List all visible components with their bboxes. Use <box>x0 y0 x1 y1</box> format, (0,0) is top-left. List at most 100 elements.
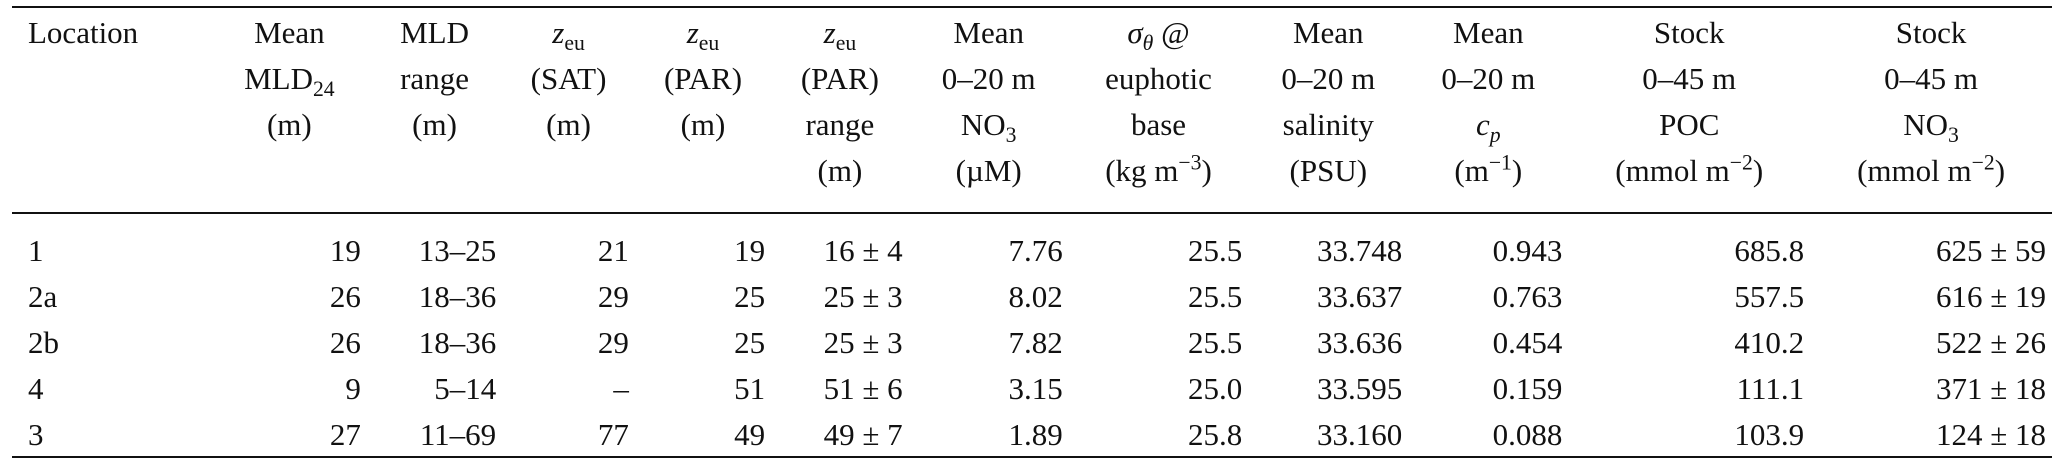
header-line: (mmol m−2) <box>1615 150 1764 188</box>
header-line: Mean <box>1453 15 1524 50</box>
cell-zeu-par: 25 <box>734 279 766 314</box>
header-line: zeu <box>686 15 720 56</box>
header-line: MLD <box>400 15 469 50</box>
cell-mean-salinity: 33.595 <box>1317 371 1403 406</box>
header-line: 0–20 m <box>1281 61 1376 96</box>
cell-zeu-sat: 29 <box>597 279 629 314</box>
cell-mean-mld24: 27 <box>329 417 361 452</box>
cell-location: 3 <box>28 417 44 452</box>
cell-mld-range: 18–36 <box>418 325 497 360</box>
cell-stock-no3: 522 ± 26 <box>1935 325 2046 360</box>
cell-sigma-theta: 25.5 <box>1188 325 1243 360</box>
cell-mean-mld24: 9 <box>345 371 361 406</box>
header-line: Location <box>28 15 139 50</box>
cell-mean-no3: 1.89 <box>1008 417 1063 452</box>
header-line: (m) <box>817 153 863 188</box>
header-zeu-sat: zeu (SAT) (m) <box>502 10 635 214</box>
table-row: 2b 26 18–36 29 25 25 ± 3 7.82 25.5 33.63… <box>12 320 2052 366</box>
header-mld-range: MLD range (m) <box>366 10 503 214</box>
cell-mld-range: 18–36 <box>418 279 497 314</box>
header-line: (m) <box>412 107 457 142</box>
cell-mean-salinity: 33.637 <box>1317 279 1403 314</box>
header-location: Location <box>12 10 212 214</box>
cell-stock-poc: 410.2 <box>1734 325 1805 360</box>
header-line: (m−1) <box>1454 150 1523 188</box>
header-line: (SAT) <box>530 61 607 96</box>
header-line: 0–45 m <box>1884 61 1978 96</box>
cell-location: 2b <box>28 325 59 360</box>
header-line: euphotic <box>1105 61 1212 96</box>
cell-zeu-sat: – <box>613 371 629 406</box>
header-line: (kg m−3) <box>1105 150 1212 188</box>
header-mean-cp: Mean 0–20 m cp (m−1) <box>1408 10 1569 214</box>
header-line: (PAR) <box>663 61 743 96</box>
header-stock-poc: Stock 0–45 m POC (mmol m−2) <box>1568 10 1811 214</box>
header-line: Mean <box>254 15 325 50</box>
header-line: zeu <box>823 15 857 56</box>
cell-zeu-par: 25 <box>734 325 766 360</box>
cell-zeu-par-range: 16 ± 4 <box>823 233 903 268</box>
cell-sigma-theta: 25.8 <box>1188 417 1243 452</box>
table-row: 2a 26 18–36 29 25 25 ± 3 8.02 25.5 33.63… <box>12 274 2052 320</box>
header-line: POC <box>1659 107 1720 142</box>
cell-mean-no3: 8.02 <box>1008 279 1063 314</box>
header-zeu-par: zeu (PAR) (m) <box>634 10 772 214</box>
cell-zeu-sat: 21 <box>597 233 629 268</box>
cell-stock-poc: 103.9 <box>1734 417 1805 452</box>
table-header: Location Mean MLD24 (m) MLD range (m) ze… <box>12 10 2052 214</box>
header-line: range <box>805 107 875 142</box>
cell-zeu-par-range: 25 ± 3 <box>823 325 903 360</box>
header-line: 0–20 m <box>941 61 1036 96</box>
header-line: Stock <box>1895 15 1967 50</box>
header-line: Mean <box>953 15 1024 50</box>
cell-mean-mld24: 19 <box>329 233 361 268</box>
cell-mean-salinity: 33.636 <box>1317 325 1403 360</box>
header-line: cp <box>1476 107 1501 148</box>
cell-sigma-theta: 25.0 <box>1188 371 1243 406</box>
header-line: (µM) <box>955 153 1022 188</box>
cell-zeu-sat: 77 <box>597 417 629 452</box>
header-line: σθ @ <box>1127 15 1190 56</box>
cell-zeu-par-range: 51 ± 6 <box>823 371 903 406</box>
cell-mean-no3: 7.76 <box>1008 233 1063 268</box>
cell-sigma-theta: 25.5 <box>1188 279 1243 314</box>
cell-zeu-par-range: 49 ± 7 <box>823 417 903 452</box>
header-line: (m) <box>546 107 591 142</box>
header-line: NO3 <box>1903 107 1959 148</box>
cell-mld-range: 13–25 <box>418 233 497 268</box>
header-line: 0–45 m <box>1642 61 1737 96</box>
header-line: (PAR) <box>800 61 879 96</box>
header-mean-no3: Mean 0–20 m NO3 (µM) <box>908 10 1069 214</box>
header-mean-mld24: Mean MLD24 (m) <box>211 10 367 214</box>
header-line: (m) <box>680 107 726 142</box>
header-line: base <box>1130 107 1187 142</box>
cell-stock-no3: 124 ± 18 <box>1935 417 2046 452</box>
table-row: 1 19 13–25 21 19 16 ± 4 7.76 25.5 33.748… <box>12 213 2052 274</box>
cell-mld-range: 5–14 <box>434 371 497 406</box>
header-line: NO3 <box>960 107 1017 148</box>
cell-mean-mld24: 26 <box>329 325 361 360</box>
cell-location: 2a <box>28 279 58 314</box>
header-line: Stock <box>1653 15 1725 50</box>
cell-stock-poc: 557.5 <box>1734 279 1805 314</box>
header-line: range <box>400 61 469 96</box>
table-row: 4 9 5–14 – 51 51 ± 6 3.15 25.0 33.595 0.… <box>12 366 2052 412</box>
header-line: Mean <box>1292 15 1364 50</box>
header-sigma-theta: σθ @ euphotic base (kg m−3) <box>1068 10 1249 214</box>
cell-mean-cp: 0.943 <box>1492 233 1563 268</box>
header-line: (mmol m−2) <box>1857 150 2006 188</box>
cell-stock-no3: 371 ± 18 <box>1935 371 2046 406</box>
table-row: 3 27 11–69 77 49 49 ± 7 1.89 25.8 33.160… <box>12 412 2052 464</box>
cell-zeu-sat: 29 <box>597 325 629 360</box>
header-line: (m) <box>266 107 312 142</box>
cell-mld-range: 11–69 <box>419 417 497 452</box>
header-line: 0–20 m <box>1441 61 1536 96</box>
cell-mean-no3: 7.82 <box>1008 325 1063 360</box>
cell-stock-no3: 616 ± 19 <box>1935 279 2046 314</box>
header-line: salinity <box>1282 107 1374 142</box>
cell-mean-cp: 0.454 <box>1492 325 1563 360</box>
header-mean-salinity: Mean 0–20 m salinity (PSU) <box>1248 10 1409 214</box>
cell-mean-salinity: 33.160 <box>1317 417 1403 452</box>
header-zeu-par-range: zeu (PAR) range (m) <box>771 10 909 214</box>
